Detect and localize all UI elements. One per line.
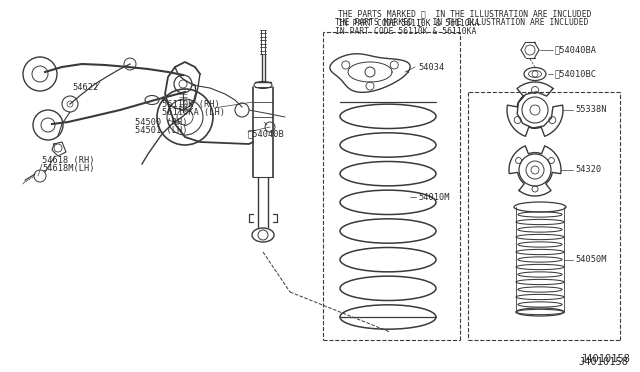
Text: ※54040BA: ※54040BA [555,45,597,55]
Text: 54320: 54320 [575,166,601,174]
Text: J4010158: J4010158 [578,357,628,367]
Text: 55338N: 55338N [575,106,607,115]
Text: 54500 (RH): 54500 (RH) [135,118,188,126]
Text: 54010M: 54010M [418,192,449,202]
Text: 54622: 54622 [72,83,99,92]
Text: 54618 (RH): 54618 (RH) [42,155,95,164]
Text: ※54040B: ※54040B [248,129,285,138]
Text: 54050M: 54050M [575,256,607,264]
Text: IN PART CODE 56110K & 56110KA: IN PART CODE 56110K & 56110KA [338,19,479,29]
Text: THE PARTS MARKED ※  IN THE ILLUSTRATION ARE INCLUDED: THE PARTS MARKED ※ IN THE ILLUSTRATION A… [338,10,591,19]
Text: 56110KA (LH): 56110KA (LH) [162,108,225,116]
Text: J4010158: J4010158 [580,354,630,364]
Text: IN PART CODE 56110K & 56110KA: IN PART CODE 56110K & 56110KA [335,27,476,36]
Text: 54034: 54034 [418,62,444,71]
Text: THE PARTS MARKED ※  IN THE ILLUSTRATION ARE INCLUDED: THE PARTS MARKED ※ IN THE ILLUSTRATION A… [335,17,589,26]
Text: 54501 (LH): 54501 (LH) [135,125,188,135]
Text: ※54010BC: ※54010BC [555,70,597,78]
Text: 54618M(LH): 54618M(LH) [42,164,95,173]
Text: 56110K (RH): 56110K (RH) [162,99,220,109]
